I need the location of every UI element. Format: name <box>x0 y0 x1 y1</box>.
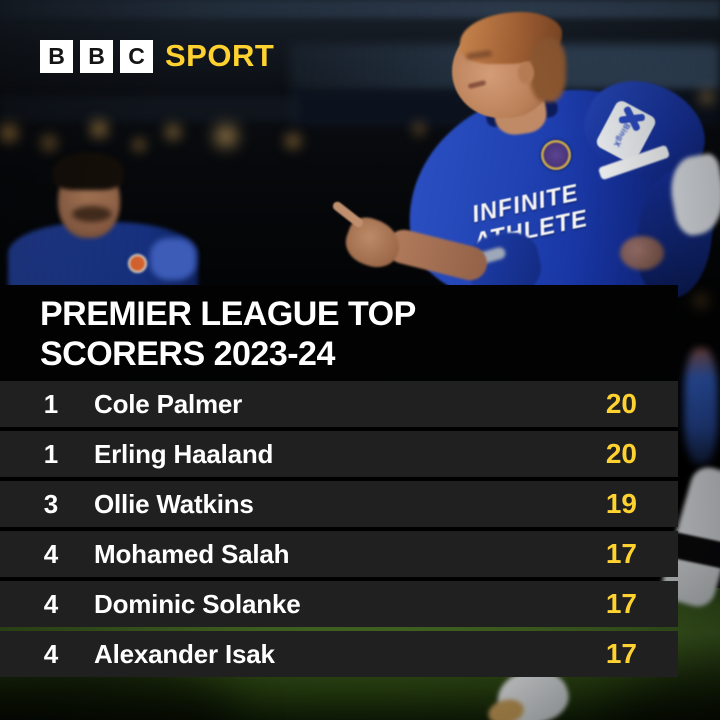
goals-value: 17 <box>605 588 637 619</box>
player-name: Alexander Isak <box>94 638 275 669</box>
player-name: Mohamed Salah <box>94 538 290 569</box>
player-name: Cole Palmer <box>94 388 243 419</box>
player-name: Ollie Watkins <box>94 488 254 519</box>
top-scorers-table: 1 Cole Palmer 20 1 Erling Haaland 20 3 O… <box>0 377 678 677</box>
bbc-logo-block: B <box>40 39 73 73</box>
page-title-line2: SCORERS 2023-24 <box>40 335 335 373</box>
rank-value: 1 <box>43 438 59 469</box>
rank-value: 4 <box>43 638 59 669</box>
goals-value: 20 <box>605 388 637 419</box>
table-row: 4 Mohamed Salah 17 <box>0 531 678 577</box>
rank-value: 4 <box>43 588 59 619</box>
table-row: 1 Erling Haaland 20 <box>0 431 678 477</box>
bbc-sport-wordmark: SPORT <box>165 38 275 73</box>
table-row: 3 Ollie Watkins 19 <box>0 481 678 527</box>
rank-value: 1 <box>43 388 59 419</box>
table-row: 4 Dominic Solanke 17 <box>0 581 678 627</box>
goals-value: 17 <box>605 538 637 569</box>
table-row: 1 Cole Palmer 20 <box>0 381 678 427</box>
title-panel: PREMIER LEAGUE TOP SCORERS 2023-24 <box>0 285 678 377</box>
goals-value: 20 <box>605 438 637 469</box>
table-row: 4 Alexander Isak 17 <box>0 631 678 677</box>
bbc-sport-logo: B B C SPORT <box>40 38 274 74</box>
page-title-line1: PREMIER LEAGUE TOP <box>40 295 416 333</box>
rank-value: 4 <box>43 538 59 569</box>
bbc-logo-block: B <box>80 39 113 73</box>
rank-value: 3 <box>43 488 59 519</box>
bbc-logo-block: C <box>120 39 153 73</box>
goals-value: 19 <box>605 488 637 519</box>
goals-value: 17 <box>605 638 637 669</box>
player-name: Dominic Solanke <box>94 588 301 619</box>
player-name: Erling Haaland <box>94 438 274 469</box>
